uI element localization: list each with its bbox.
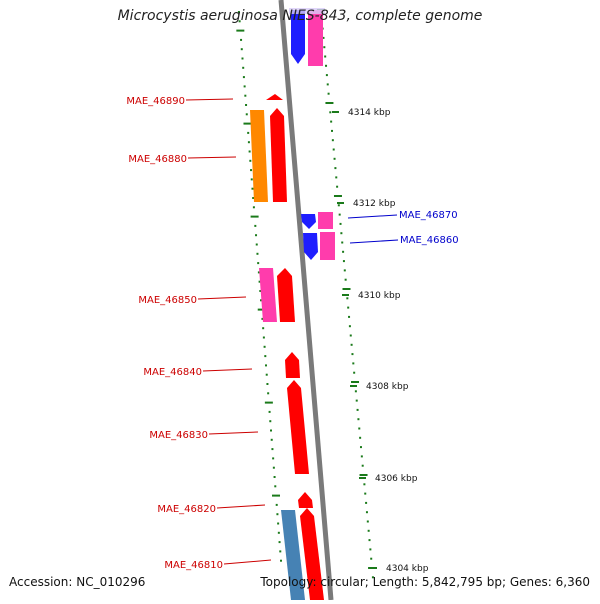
right-tick-marks: [316, 9, 377, 579]
kbp-label: 4314 kbp: [348, 108, 391, 118]
gene-arrow-mae-46860[interactable]: [303, 233, 318, 260]
gene-label[interactable]: MAE_46810: [164, 560, 223, 571]
kbp-label: 4308 kbp: [366, 382, 409, 392]
gene-box-pink-46870[interactable]: [318, 212, 333, 229]
gene-label[interactable]: MAE_46850: [138, 295, 197, 306]
gene-leader-line: [202, 368, 253, 372]
gene-leader-line: [208, 431, 259, 435]
genome-summary-text: Topology: circular; Length: 5,842,795 bp…: [260, 575, 590, 589]
gene-leader-line: [349, 239, 399, 244]
gene-leader-line: [223, 559, 272, 565]
gene-arrow-mae-46870[interactable]: [301, 214, 316, 229]
gene-arrow-mae-46850[interactable]: [277, 268, 295, 322]
gene-arrow-mae-46830[interactable]: [287, 380, 309, 474]
gene-label[interactable]: MAE_46890: [126, 96, 185, 107]
gene-leader-line: [185, 98, 234, 101]
gene-arrow-mae-46840[interactable]: [285, 352, 300, 378]
gene-arrow-mae-46890[interactable]: [266, 94, 283, 100]
gene-label[interactable]: MAE_46880: [128, 154, 187, 165]
gene-box-pink-46850[interactable]: [259, 268, 277, 322]
gene-leader-line: [187, 156, 237, 159]
kbp-labels: 4314 kbp 4312 kbp 4310 kbp 4308 kbp 4306 kbp…: [332, 108, 429, 574]
genome-backbone: [278, 0, 334, 601]
gene-box-top-pink[interactable]: [308, 10, 323, 66]
gene-box-steelblue[interactable]: [281, 510, 305, 600]
left-tick-marks: [236, 11, 282, 562]
kbp-label: 4310 kbp: [358, 291, 401, 301]
gene-label[interactable]: MAE_46840: [143, 367, 202, 378]
accession-text: Accession: NC_010296: [9, 575, 146, 589]
gene-label[interactable]: MAE_46860: [400, 235, 459, 246]
gene-label[interactable]: MAE_46830: [149, 430, 208, 441]
kbp-label: 4304 kbp: [386, 564, 429, 574]
gene-labels: MAE_46890 MAE_46880 MAE_46870 MAE_46860 MAE_…: [126, 96, 458, 571]
gene-box-pink-46860[interactable]: [320, 232, 335, 260]
gene-arrow-top-blue[interactable]: [291, 10, 305, 64]
gene-arrow-mae-46880[interactable]: [270, 108, 287, 202]
gene-leader-line: [197, 296, 247, 300]
gene-arrow-mae-46810[interactable]: [300, 508, 324, 600]
gene-box-orange[interactable]: [250, 110, 268, 202]
kbp-label: 4306 kbp: [375, 474, 418, 484]
gene-leader-line: [216, 504, 266, 509]
gene-label[interactable]: MAE_46820: [157, 504, 216, 515]
gene-leader-line: [347, 214, 398, 219]
map-title: Microcystis aeruginosa NIES-843, complet…: [117, 8, 483, 24]
gene-arrow-mae-46820[interactable]: [298, 492, 313, 508]
gene-label[interactable]: MAE_46870: [399, 210, 458, 221]
gene-box-top-lavender: [289, 8, 325, 14]
kbp-label: 4312 kbp: [353, 199, 396, 209]
